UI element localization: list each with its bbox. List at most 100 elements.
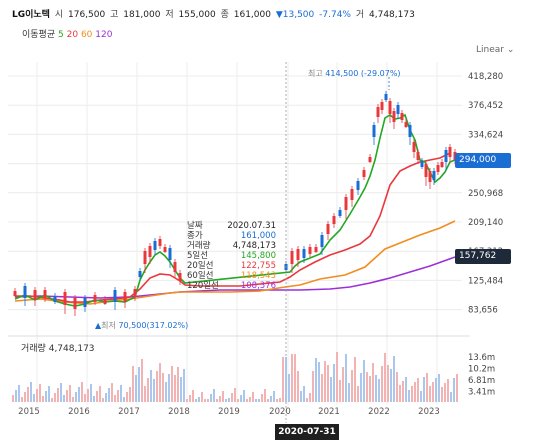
high-marker: 최고 414,500 (-29.07%) [308,68,401,79]
ma-label[interactable]: 이동평균 [22,30,56,40]
volume-bar [405,377,407,402]
scale-label: Linear [476,45,504,55]
volume-bar [321,374,323,402]
volume-bar [276,399,278,402]
close-label: 종 [220,10,229,20]
volume-bar [414,382,416,402]
candle-body [436,165,440,172]
volume-bar [144,386,146,402]
candle-body [412,142,416,152]
volume-bar [315,358,317,402]
candle-body [173,262,177,272]
volume-bar [432,382,434,402]
volume-bar [441,387,443,402]
volume-bar [132,366,134,402]
price-tick: 334,624 [468,130,503,140]
volume-bar [318,362,320,402]
candle-body [356,181,360,190]
volume-bar [390,369,392,402]
date-tick: 2023 [418,407,440,417]
close-value: 161,000 [233,10,271,20]
volume-bar [201,392,203,402]
volume-bar [48,386,50,402]
volume-bar [174,375,176,402]
volume-bar [273,391,275,402]
stock-name[interactable]: LG이노텍 [12,10,50,20]
volume-bar [111,383,113,402]
volume-bar [114,395,116,402]
ma120-value-badge: 157,762 [455,249,511,264]
volume-bar [429,386,431,402]
volume-bar [72,397,74,402]
candlestick-series [13,91,457,316]
volume-bar [45,391,47,402]
volume-bar [351,370,353,402]
high-marker-value: 414,500 [325,69,359,78]
volume-bar [141,359,143,402]
candle-body [163,247,167,252]
ma20-label[interactable]: 20 [66,30,79,40]
volume-bar [294,354,296,402]
candle-body [123,292,127,302]
price-tick: 125,484 [468,276,503,286]
volume-bar [396,372,398,402]
candle-body [148,246,152,257]
volume-bar [381,366,383,402]
tooltip-key: 20일선 [187,261,213,271]
volume-bar [336,352,338,402]
volume-bar [228,398,230,402]
volume-bar [456,374,458,402]
volume-bar [54,393,56,402]
price-tick: 418,280 [468,72,503,82]
candle-body [53,296,57,302]
volume-tick: 3.41m [468,388,495,398]
volume-bar [342,367,344,402]
volume-bar [261,394,263,402]
candle-body [416,152,420,160]
volume-bar [195,399,197,402]
volume-bar [426,373,428,402]
ma5-label[interactable]: 5 [58,30,64,40]
ma120-label[interactable]: 120 [95,30,113,40]
volume-axis: 13.6m 10.2m6.81m 3.41m [468,353,495,398]
volume-bar [147,378,149,402]
volume-bar [360,373,362,402]
volume-bar [84,394,86,402]
volume-bar [387,365,389,402]
scale-dropdown[interactable]: Linear ⌄ [476,45,514,55]
candle-body [376,107,380,117]
volume-bar [60,383,62,402]
volume-bar [246,399,248,402]
volume-bar [120,385,122,402]
candle-body [23,286,27,298]
tooltip-key: 거래량 [187,240,211,251]
volume-bar [300,391,302,402]
volume-bar [57,388,59,402]
volume-bar [252,392,254,402]
candle-body [444,150,448,162]
volume-bar [75,392,77,402]
volume-panel-title: 거래량 [21,344,46,354]
volume-tick: 6.81m [468,376,495,386]
candle-body [428,171,432,182]
high-value: 181,000 [123,10,161,20]
volume-value: 4,748,173 [369,10,415,20]
ma60-label[interactable]: 60 [80,30,93,40]
volume-bar [180,377,182,402]
date-tick: 2018 [168,407,190,417]
volume-bar [417,378,419,402]
volume-bar [189,395,191,402]
price-axis: 418,280376,452334,624294,000250,968209,1… [468,72,503,316]
candle-body [296,249,300,260]
volume-bar [279,398,281,402]
candle-body [314,247,318,252]
open-value: 176,500 [68,10,106,20]
high-marker-label: 최고 [308,69,323,78]
volume-bar [339,380,341,402]
candle-body [33,290,37,300]
candle-body [138,271,142,277]
volume-bar [126,392,128,402]
volume-bar [444,383,446,402]
volume-bar [135,375,137,402]
